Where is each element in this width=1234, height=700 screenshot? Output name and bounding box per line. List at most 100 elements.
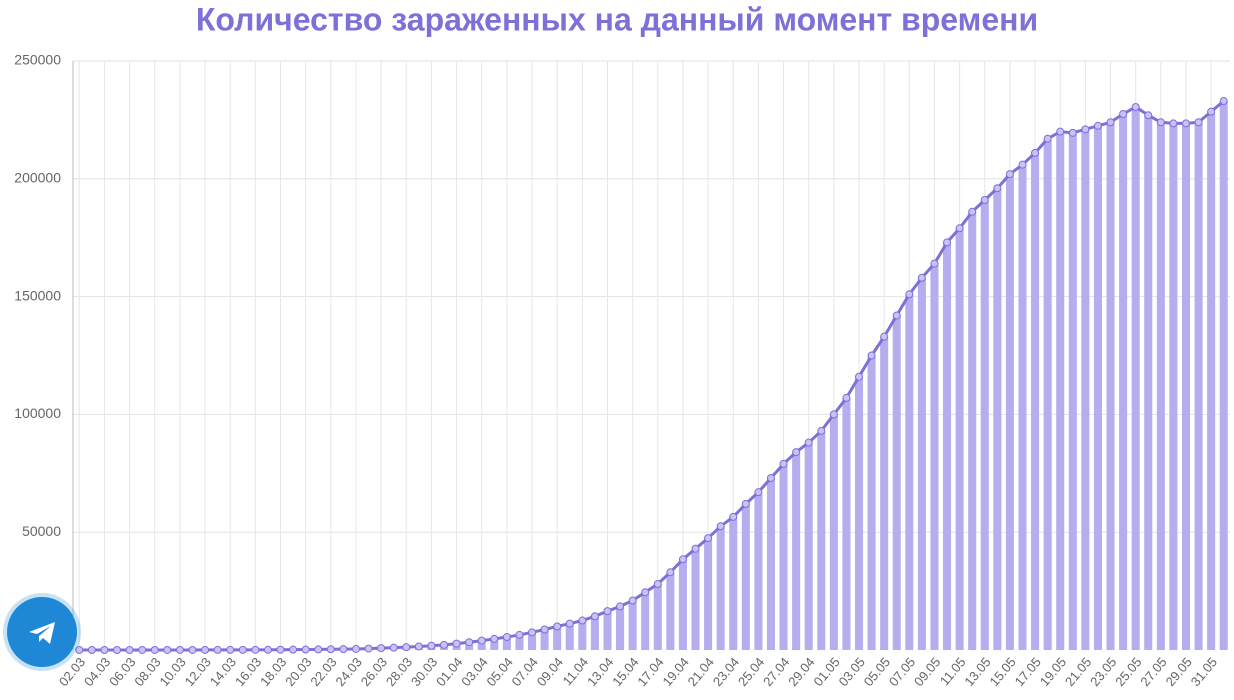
point	[389, 643, 398, 652]
point	[1106, 118, 1115, 127]
point	[930, 259, 939, 268]
y-tick-label: 250000	[14, 52, 61, 68]
bar	[1207, 111, 1216, 651]
bar	[678, 559, 687, 650]
x-tick-label: 13.05	[961, 654, 993, 689]
point	[867, 351, 876, 360]
bar	[1018, 164, 1027, 650]
x-tick-label: 18.03	[257, 654, 289, 689]
bar	[955, 228, 964, 650]
bar	[565, 623, 574, 650]
bar	[905, 294, 914, 650]
point	[364, 644, 373, 653]
bar	[1106, 122, 1115, 651]
point	[691, 544, 700, 553]
x-tick-label: 28.03	[383, 654, 415, 689]
bar	[817, 430, 826, 650]
bar	[1144, 115, 1153, 651]
point	[1031, 148, 1040, 157]
point	[540, 625, 549, 634]
x-tick-label: 12.03	[182, 654, 214, 689]
point	[1181, 119, 1190, 128]
bar	[1005, 174, 1014, 650]
bar	[729, 516, 738, 650]
bar	[515, 634, 524, 650]
point	[1068, 128, 1077, 137]
x-tick-label: 20.03	[282, 654, 314, 689]
point	[515, 630, 524, 639]
x-tick-label: 07.04	[509, 654, 541, 689]
point	[666, 568, 675, 577]
point	[1005, 170, 1014, 179]
x-tick-label: 19.04	[659, 654, 691, 689]
x-tick-label: 15.05	[986, 654, 1018, 689]
x-tick-label: 05.05	[861, 654, 893, 689]
bar	[1043, 138, 1052, 651]
point	[855, 372, 864, 381]
point	[590, 612, 599, 621]
x-tick-label: 21.05	[1062, 654, 1094, 689]
point	[754, 488, 763, 497]
point	[163, 645, 172, 654]
x-tick-label: 13.04	[584, 654, 616, 689]
point	[502, 633, 511, 642]
x-tick-label: 04.03	[81, 654, 113, 689]
point	[729, 512, 738, 521]
x-tick-label: 15.04	[609, 654, 641, 689]
bar	[766, 478, 775, 650]
y-tick-label: 50000	[22, 523, 61, 539]
bar	[590, 616, 599, 650]
point	[276, 645, 285, 654]
x-tick-label: 30.03	[408, 654, 440, 689]
bar	[477, 640, 486, 650]
point	[402, 643, 411, 652]
bar	[490, 638, 499, 650]
point	[905, 290, 914, 299]
bar	[502, 637, 511, 650]
point	[377, 644, 386, 653]
bar	[616, 606, 625, 650]
point	[565, 619, 574, 628]
bar	[842, 397, 851, 650]
x-tick-label: 09.04	[534, 654, 566, 689]
bar	[1056, 131, 1065, 650]
bar	[993, 188, 1002, 650]
point	[993, 184, 1002, 193]
x-tick-label: 23.05	[1087, 654, 1119, 689]
point	[452, 639, 461, 648]
x-tick-label: 27.05	[1137, 654, 1169, 689]
x-tick-label: 14.03	[207, 654, 239, 689]
x-tick-label: 29.04	[785, 654, 817, 689]
point	[704, 534, 713, 543]
x-tick-label: 26.03	[358, 654, 390, 689]
point	[238, 645, 247, 654]
x-tick-label: 16.03	[232, 654, 264, 689]
point	[427, 641, 436, 650]
line	[79, 99, 1225, 652]
x-tick-label: 19.05	[1037, 654, 1069, 689]
bar	[930, 263, 939, 650]
x-tick-label: 05.04	[483, 654, 515, 689]
telegram-icon	[29, 622, 55, 644]
point	[301, 645, 310, 654]
bar	[628, 600, 637, 650]
point	[339, 645, 348, 654]
x-tick-label: 31.05	[1188, 654, 1220, 689]
bar	[1169, 123, 1178, 650]
x-tick-label: 11.04	[559, 654, 591, 688]
telegram-button[interactable]	[7, 597, 77, 667]
point	[943, 238, 952, 247]
point	[87, 645, 96, 654]
x-tick-label: 01.05	[810, 654, 842, 689]
bar	[1181, 123, 1191, 650]
x-tick-label: 22.03	[307, 654, 339, 689]
point	[1144, 111, 1153, 120]
point	[917, 273, 926, 282]
y-tick-label: 200000	[14, 170, 61, 186]
point	[1043, 134, 1052, 143]
point	[779, 459, 788, 468]
bar	[892, 315, 901, 650]
point	[314, 645, 323, 654]
point	[804, 438, 813, 447]
